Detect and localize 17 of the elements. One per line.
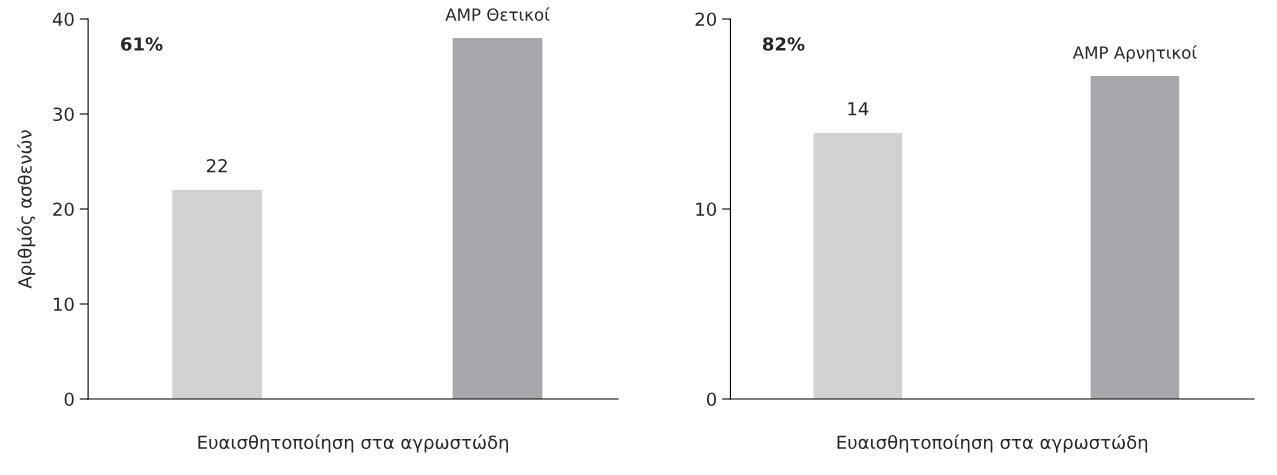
annotation: 82% [762,37,805,51]
y-tick-label: 0 [64,392,74,407]
series-label: AMP Αρνητικοί [1072,45,1197,63]
y-tick-label: 0 [706,392,717,407]
y-tick-label: 20 [53,202,74,217]
data-label: 22 [206,158,227,173]
series-label: AMP Θετικοί [445,7,550,21]
x-axis-title: Ευαισθητοποίηση στα αγρωστώδη [837,434,1148,453]
data-label: 14 [848,102,869,116]
x-axis-title: Ευαισθητοποίηση στα αγρωστώδη [198,434,508,453]
y-tick-label: 30 [53,107,74,122]
y-tick-label: 10 [696,202,717,217]
y-tick-label: 40 [52,12,74,27]
annotation: 61% [121,37,163,51]
y-tick-label: 20 [695,12,717,27]
y-tick-label: 10 [53,297,74,312]
y-axis-title: Αριθμός ασθενών [17,130,36,289]
